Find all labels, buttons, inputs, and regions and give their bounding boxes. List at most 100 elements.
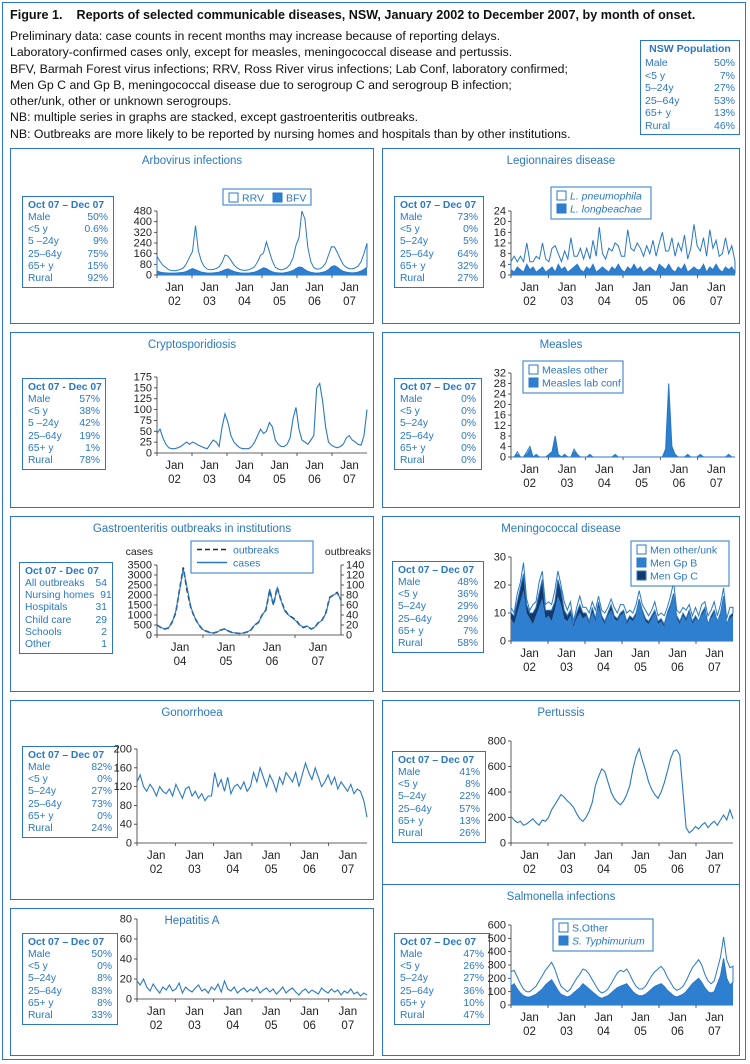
stats-label: 5–24y bbox=[400, 236, 429, 248]
y-tick-label: 0 bbox=[500, 838, 506, 850]
legend-swatch bbox=[636, 557, 647, 568]
y-tick-label: 100 bbox=[134, 404, 152, 416]
y-tick-label-right: 120 bbox=[346, 570, 364, 582]
x-tick-label: Jan bbox=[235, 460, 254, 472]
stats-label: <5 y bbox=[400, 406, 420, 418]
stats-box: Oct 07 – Dec 07 Male 82% <5 y 0% 5–24y 27% 25–6… bbox=[22, 746, 118, 839]
figure-title: Figure 1. Reports of selected communicabl… bbox=[10, 8, 695, 22]
legend-swatch bbox=[558, 935, 569, 946]
figure-label: Figure 1. bbox=[10, 8, 63, 22]
x-tick-label: Jan bbox=[185, 850, 204, 862]
stats-row: <5 y 0% bbox=[28, 774, 112, 786]
y-tick-label: 2500 bbox=[128, 580, 152, 592]
stats-value: 41% bbox=[459, 767, 480, 778]
y-tick-label: 4 bbox=[500, 259, 506, 271]
y-tick-label: 200 bbox=[114, 744, 132, 756]
x-tick-label: Jan bbox=[705, 1012, 724, 1024]
y-tick-label: 400 bbox=[134, 216, 152, 228]
stats-label: 65+ y bbox=[400, 997, 426, 1009]
x-tick-label: 03 bbox=[561, 478, 574, 490]
x-tick-label: Jan bbox=[631, 850, 650, 862]
y-tick-label: 2000 bbox=[128, 590, 152, 602]
stats-label: Male bbox=[400, 949, 423, 960]
legend-swatch bbox=[228, 192, 239, 203]
stats-value: 0% bbox=[97, 774, 112, 786]
stats-row: 5–24y 5% bbox=[400, 236, 478, 248]
stats-value: 27% bbox=[457, 273, 478, 285]
stats-value: 73% bbox=[91, 798, 112, 810]
stats-label: 5–24y bbox=[400, 973, 429, 985]
stats-row: Male 82% bbox=[28, 762, 112, 774]
y-tick-label: 40 bbox=[120, 819, 132, 831]
stats-value: 57% bbox=[79, 394, 100, 405]
x-tick-label: 06 bbox=[673, 296, 686, 308]
stats-label: 25–64y bbox=[28, 248, 62, 260]
x-tick-label: 02 bbox=[523, 662, 536, 674]
stats-box: Oct 07 – Dec 07 Male 73% <5 y 0% 5–24y 5% 25–64… bbox=[394, 196, 484, 289]
x-tick-label: 04 bbox=[597, 662, 610, 674]
stats-label: 25–64y bbox=[28, 798, 62, 810]
chart-title: Gastroenteritis outbreaks in institution… bbox=[92, 523, 292, 535]
stats-row: 25–64y 57% bbox=[398, 804, 480, 816]
population-value: 50% bbox=[713, 57, 735, 69]
stats-label: 65+ y bbox=[28, 810, 54, 822]
stats-value: 0% bbox=[97, 961, 112, 973]
stats-value: 29% bbox=[457, 601, 478, 613]
y-tick-label: 160 bbox=[134, 248, 152, 260]
stats-row: 65+ y 0% bbox=[400, 443, 476, 455]
y-tick-label: 24 bbox=[494, 389, 506, 401]
x-tick-label: Jan bbox=[668, 850, 687, 862]
stats-row: 65+ y 8% bbox=[28, 998, 112, 1010]
y-tick-label: 50 bbox=[140, 426, 152, 438]
stats-box: Oct 07 – Dec 07 Male 50% <5 y 0.6% 5 –24y 9% 25… bbox=[22, 196, 114, 289]
stats-label: <5 y bbox=[28, 961, 48, 973]
y-tick-label: 0 bbox=[146, 448, 152, 460]
stats-row: 5–24y 22% bbox=[398, 791, 480, 803]
legend-swatch bbox=[528, 377, 539, 388]
x-tick-label: Jan bbox=[557, 648, 576, 660]
stats-title: Oct 07 - Dec 07 bbox=[28, 382, 102, 393]
x-tick-label: Jan bbox=[520, 1012, 539, 1024]
y-tick-label: 200 bbox=[488, 812, 506, 824]
y-tick-label: 120 bbox=[114, 781, 132, 793]
stats-title: Oct 07 – Dec 07 bbox=[28, 937, 105, 948]
legend-label: L. longbeachae bbox=[570, 204, 642, 216]
legend-label: Men other/unk bbox=[650, 545, 718, 557]
series-area bbox=[510, 936, 734, 999]
x-tick-label: Jan bbox=[270, 282, 289, 294]
note-line: Men Gp C and Gp B, meningococcal disease… bbox=[10, 77, 512, 92]
x-tick-label: Jan bbox=[305, 282, 324, 294]
x-tick-label: 05 bbox=[265, 1020, 278, 1032]
legend-label: Measles lab conf bbox=[542, 378, 621, 390]
stats-label: 65+ y bbox=[400, 260, 426, 272]
note-line: NB: Outbreaks are more likely to be repo… bbox=[10, 126, 571, 141]
x-tick-label: 05 bbox=[635, 296, 648, 308]
y-tick-label: 160 bbox=[114, 762, 132, 774]
stats-row: Rural 92% bbox=[28, 273, 108, 285]
legend-box bbox=[190, 540, 314, 574]
series-area bbox=[511, 264, 735, 275]
series-line bbox=[136, 977, 368, 997]
x-tick-label: Jan bbox=[632, 464, 651, 476]
y-tick-label: 12 bbox=[494, 420, 506, 432]
stats-row: Male 48% bbox=[398, 577, 478, 589]
stats-value: 54 bbox=[95, 578, 107, 589]
x-tick-label: 07 bbox=[708, 864, 721, 876]
stats-label: 5–24y bbox=[400, 418, 429, 430]
series-area bbox=[511, 383, 735, 458]
stats-row: All outbreaks 54 bbox=[25, 578, 107, 590]
x-tick-label: 07 bbox=[710, 296, 723, 308]
y-tick-label: 0 bbox=[500, 1000, 506, 1012]
stats-label: 25–64y bbox=[400, 985, 434, 997]
x-tick-label: 04 bbox=[238, 474, 251, 486]
y-tick-label: 0 bbox=[146, 270, 152, 282]
x-tick-label: Jan bbox=[594, 850, 613, 862]
stats-label: Male bbox=[398, 577, 421, 588]
y-tick-label: 20 bbox=[120, 974, 132, 986]
y-tick-label: 400 bbox=[488, 946, 506, 958]
x-tick-label: Jan bbox=[263, 642, 282, 654]
x-tick-label: 03 bbox=[561, 296, 574, 308]
chart-panel-salmonella: Salmonella infections Oct 07 – Dec 07 Male… bbox=[382, 884, 740, 1056]
y-tick-label: 8 bbox=[500, 431, 506, 443]
chart-title: Pertussis bbox=[537, 707, 585, 719]
